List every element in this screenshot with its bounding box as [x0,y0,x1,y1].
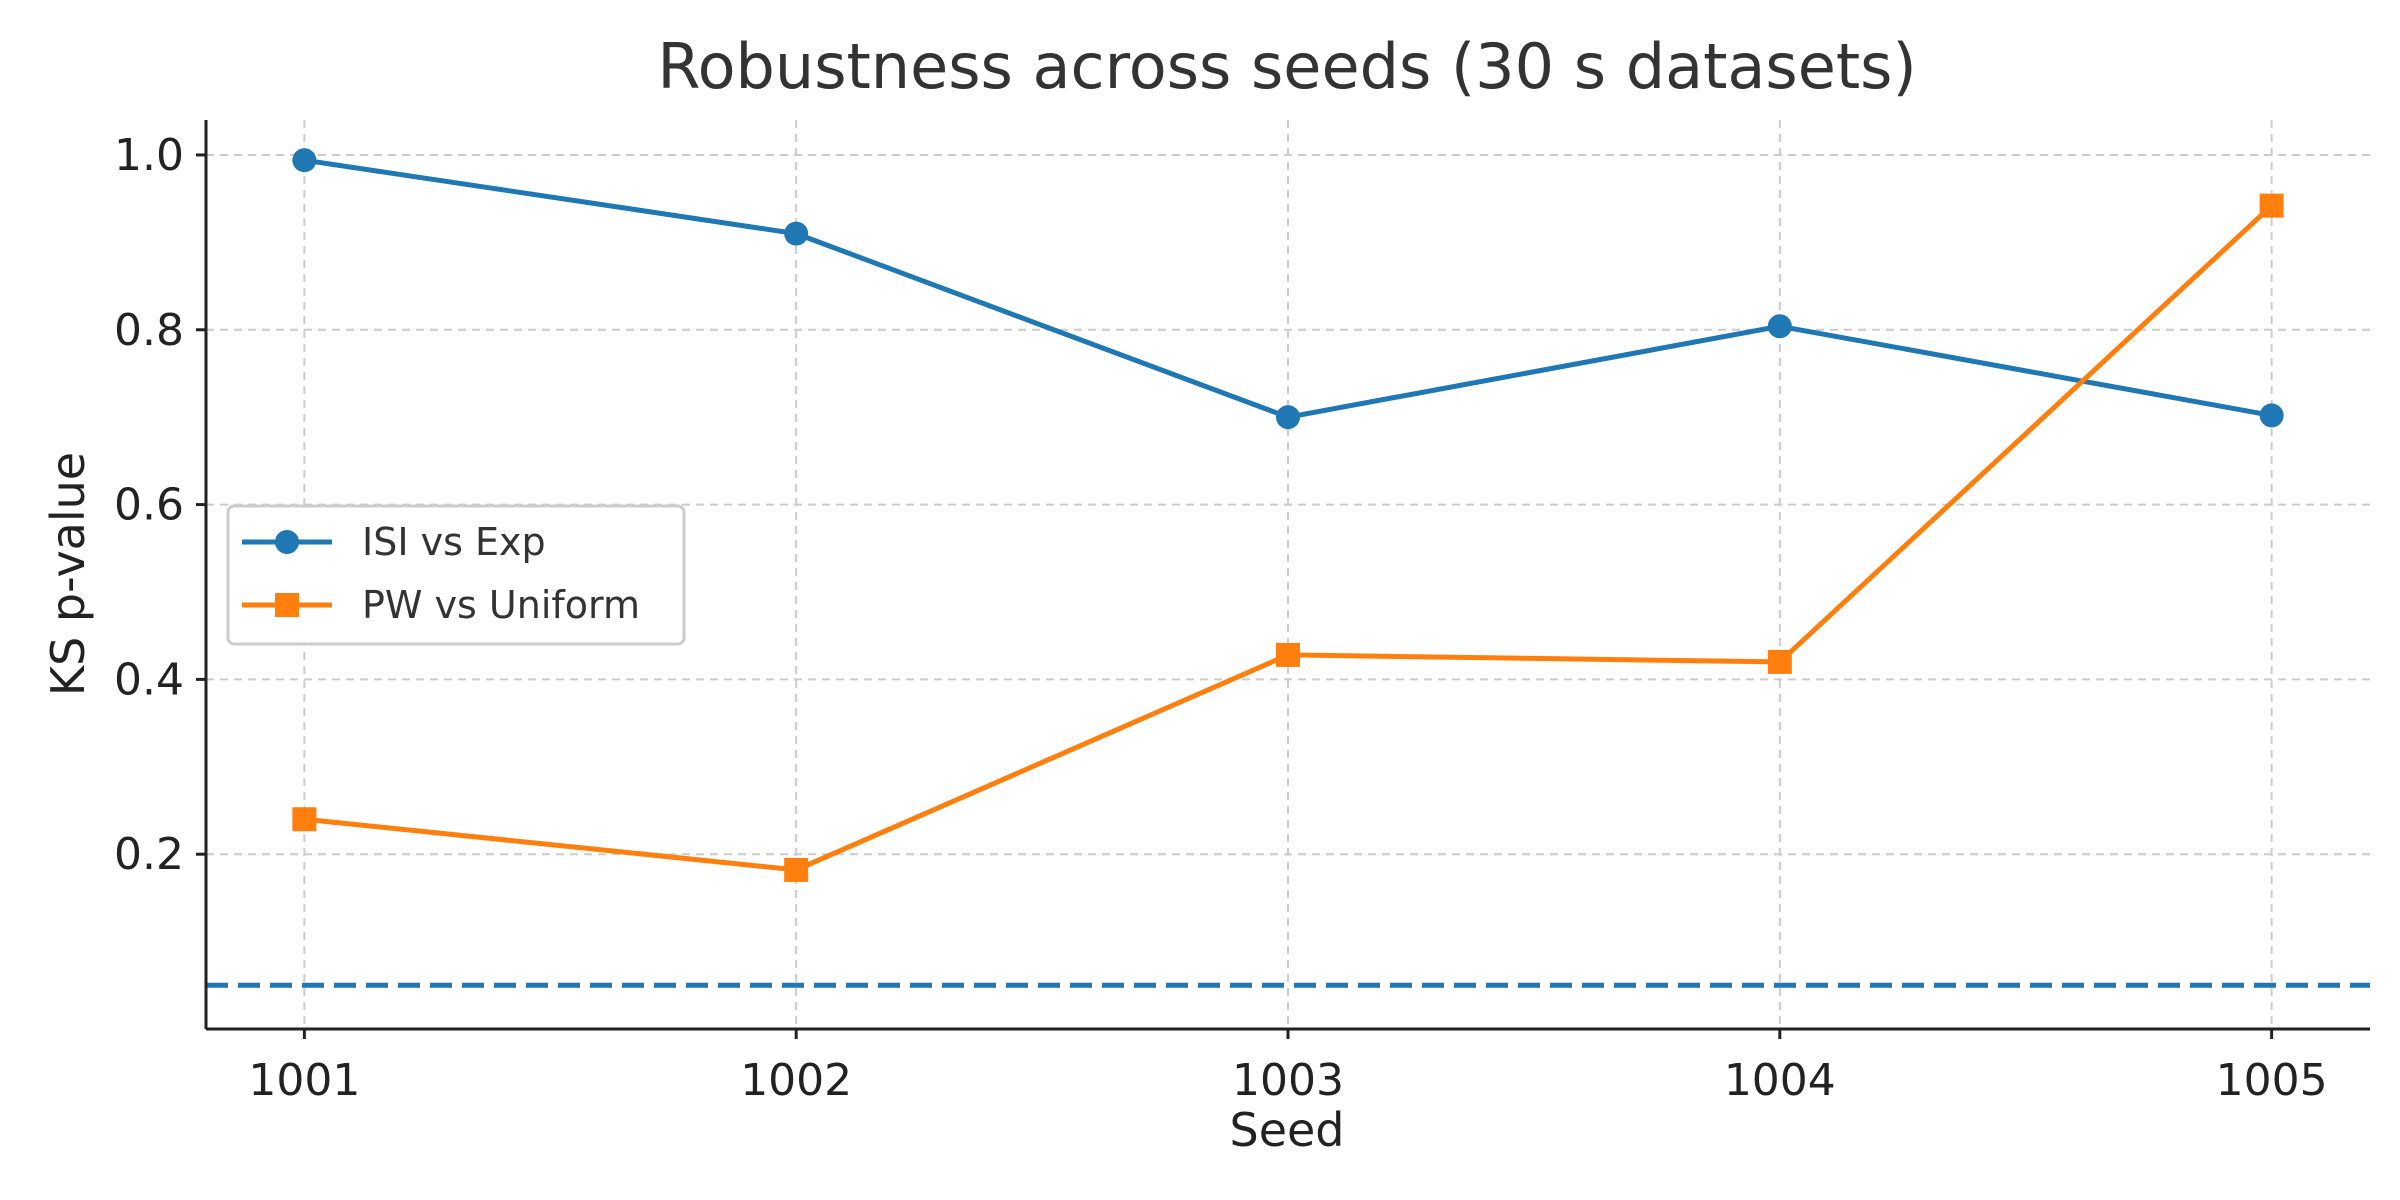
y-tick-label: 0.8 [114,305,184,356]
series-layer [292,148,2284,882]
data-point-isi-vs-exp [1767,314,1792,339]
x-axis-label: Seed [1230,1103,1345,1157]
legend-box [226,504,686,646]
x-tick-label: 1005 [2216,1055,2328,1106]
legend-label-pw-vs-uniform: PW vs Uniform [362,583,640,627]
chart-title: Robustness across seeds (30 s datasets) [657,30,1916,103]
x-tick-label: 1004 [1724,1055,1836,1106]
y-tick-label: 1.0 [114,130,184,181]
data-point-pw-vs-uniform [1276,642,1300,667]
data-point-isi-vs-exp [1276,405,1300,430]
legend-label-isi-vs-exp: ISI vs Exp [362,520,546,564]
data-point-isi-vs-exp [2259,403,2284,428]
y-tick-label: 0.2 [114,829,184,880]
data-point-pw-vs-uniform [292,807,317,832]
legend-marker-pw-vs-uniform [275,593,299,617]
x-tick-label: 1003 [1232,1055,1344,1106]
y-tick-label: 0.4 [114,654,184,705]
y-axis-label: KS p-value [41,452,95,696]
legend-entry-pw-vs-uniform: PW vs Uniform [242,583,640,627]
data-point-isi-vs-exp [784,221,809,246]
tick-layer: 1001 1002 1003 1004 1005 0.2 0.4 0.6 0.8 1.0 [114,130,2328,1106]
data-point-pw-vs-uniform [1767,649,1792,674]
data-point-pw-vs-uniform [784,857,809,882]
legend-entry-isi-vs-exp: ISI vs Exp [242,520,546,564]
data-point-isi-vs-exp [292,148,317,173]
legend-marker-isi-vs-exp [275,530,299,554]
y-tick-label: 0.6 [114,480,184,531]
data-point-pw-vs-uniform [2259,193,2284,218]
x-tick-label: 1001 [248,1055,360,1106]
x-tick-label: 1002 [740,1055,852,1106]
legend: ISI vs Exp PW vs Uniform [226,504,686,646]
